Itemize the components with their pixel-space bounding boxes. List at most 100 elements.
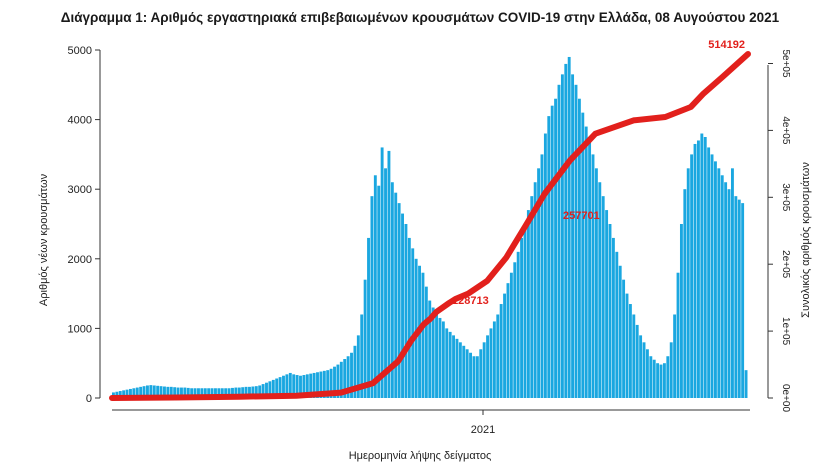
x-axis-label: Ημερομηνία λήψης δείγματος (348, 450, 492, 462)
bar (305, 374, 309, 398)
bar (407, 237, 411, 398)
bar (530, 196, 534, 398)
bar (537, 168, 541, 398)
bar (635, 324, 639, 398)
bar (316, 372, 319, 398)
bar (122, 390, 126, 398)
bar (564, 63, 568, 399)
bar (696, 140, 700, 399)
bar (186, 387, 190, 398)
bar (571, 74, 575, 399)
bar (397, 203, 401, 398)
bar (288, 372, 292, 398)
bar (642, 342, 646, 398)
bar (649, 356, 653, 398)
bar (741, 203, 745, 398)
bar (401, 213, 404, 398)
bar (265, 382, 268, 398)
bar (710, 154, 714, 398)
bar (210, 388, 214, 398)
bar (203, 388, 207, 398)
bar (152, 385, 156, 398)
bar (244, 386, 248, 398)
bar (441, 321, 445, 398)
bar (594, 168, 598, 398)
bar (271, 379, 275, 398)
y-tick-label: 5000 (68, 45, 92, 57)
bar (452, 335, 455, 398)
bar (479, 349, 483, 398)
bar (129, 388, 132, 398)
bar (248, 386, 251, 398)
bar (275, 378, 279, 398)
bar (469, 352, 472, 398)
bar (169, 386, 173, 398)
bar (482, 342, 486, 398)
bar (404, 224, 408, 398)
bar (513, 262, 517, 398)
bar (299, 375, 302, 398)
bar (574, 84, 578, 399)
bar (499, 304, 503, 398)
bar (356, 335, 360, 398)
bar (156, 385, 160, 398)
bar (428, 300, 432, 398)
bar (656, 363, 660, 398)
bar (326, 370, 330, 398)
bar (724, 182, 728, 398)
bar (669, 342, 673, 398)
bar (567, 56, 571, 399)
bar (231, 387, 234, 398)
bar (666, 356, 670, 398)
bar (717, 168, 721, 398)
bar (333, 366, 336, 398)
bar (319, 371, 323, 398)
bar (676, 272, 680, 398)
bar (390, 182, 394, 398)
bar (448, 331, 452, 398)
bar (506, 283, 510, 398)
bar (588, 140, 592, 399)
bar (486, 335, 490, 398)
y2-tick-label: 1e+05 (780, 317, 791, 346)
bar (690, 154, 694, 398)
bar (285, 374, 289, 398)
bar (258, 385, 262, 398)
bar (455, 338, 459, 398)
bar (292, 374, 296, 398)
bar (166, 386, 170, 398)
y-tick-label: 2000 (68, 254, 92, 266)
bar (387, 150, 391, 398)
y2-tick-label: 3e+05 (780, 183, 791, 212)
bar (713, 161, 717, 398)
cumulative-line (109, 51, 751, 401)
y2-tick-label: 0e+00 (780, 384, 791, 413)
bar (322, 370, 326, 398)
bar (516, 251, 520, 398)
bar (720, 175, 724, 398)
y-tick-label: 0 (86, 393, 92, 405)
bar (350, 352, 353, 398)
bar (237, 387, 241, 398)
bar (217, 388, 221, 398)
bar (526, 210, 530, 398)
bar (465, 349, 469, 398)
chart-title: Διάγραμμα 1: Αριθμός εργαστηριακά επιβεβ… (60, 10, 780, 25)
x-tick-label: 2021 (471, 424, 495, 436)
bar (700, 133, 704, 398)
bar (336, 364, 340, 398)
bar (149, 385, 153, 398)
bar (118, 391, 122, 398)
bar (608, 224, 612, 398)
bar (180, 387, 183, 398)
bar (683, 189, 687, 398)
bar (520, 237, 524, 398)
bar (622, 279, 626, 398)
bar (193, 388, 197, 398)
bar-series (112, 56, 748, 399)
bar (234, 387, 238, 398)
bar (632, 314, 636, 398)
bar (424, 286, 428, 398)
bar (370, 196, 374, 398)
bar (652, 359, 656, 398)
